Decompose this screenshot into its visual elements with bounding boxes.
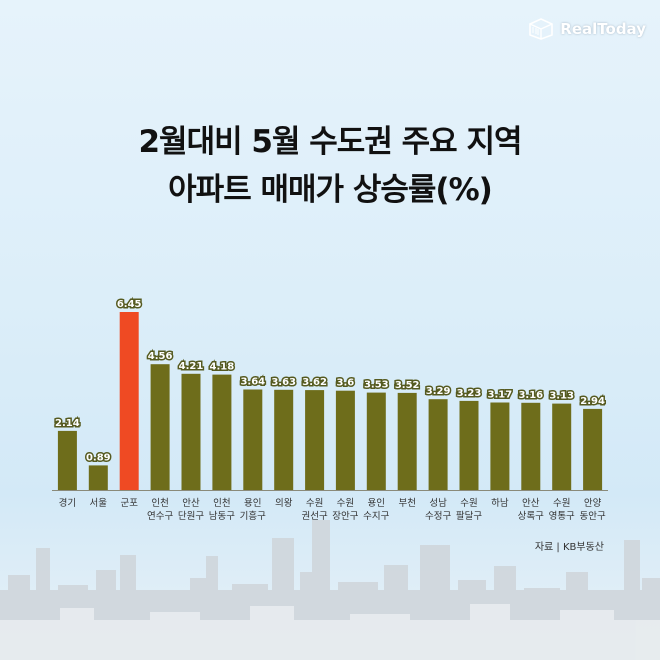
category-tick-label: 경기 <box>59 497 76 509</box>
chart-title: 2월대비 5월 수도권 주요 지역 아파트 매매가 상승률(%) <box>0 118 660 214</box>
title-line-1: 2월대비 5월 수도권 주요 지역 <box>138 124 522 160</box>
bar-value-label: 0.89 <box>86 452 111 463</box>
bar <box>88 465 108 490</box>
bar <box>305 390 325 490</box>
brand-logo: RealToday <box>527 18 646 40</box>
bar-value-label: 3.63 <box>271 377 296 388</box>
building-cube-icon <box>529 18 554 40</box>
category-tick-label: 팔달구 <box>456 510 482 522</box>
title-line-2: 아파트 매매가 상승률(%) <box>168 172 493 208</box>
source-note: 자료 | KB부동산 <box>534 542 604 553</box>
category-tick-label: 기흥구 <box>240 510 266 522</box>
bar <box>397 392 417 490</box>
bar-value-label: 3.62 <box>302 377 327 388</box>
brand-name: RealToday <box>560 20 646 38</box>
category-tick-label: 수원 <box>460 498 477 509</box>
bar-value-label: 3.53 <box>364 380 389 391</box>
bar-value-label: 3.29 <box>426 386 451 397</box>
bar-value-label: 3.52 <box>395 380 420 391</box>
bar <box>428 399 448 490</box>
category-tick-label: 수지구 <box>363 511 389 522</box>
category-tick-label: 수원 <box>553 498 570 509</box>
category-tick-label: 상록구 <box>518 511 544 522</box>
bar <box>366 392 386 490</box>
category-tick-label: 단원구 <box>178 511 204 522</box>
bar-value-label: 4.21 <box>179 361 204 372</box>
category-tick-label: 인천 <box>213 498 230 509</box>
bar-value-label: 3.13 <box>549 391 574 402</box>
category-tick-label: 동안구 <box>579 511 605 522</box>
bar-value-label: 3.23 <box>457 388 482 399</box>
category-tick-label: 장안구 <box>332 511 358 522</box>
bar-value-label: 6.45 <box>117 299 142 310</box>
category-tick-label: 용인 <box>244 498 261 509</box>
bar <box>552 403 572 490</box>
category-tick-label: 안산 <box>522 498 540 509</box>
bar-value-label: 4.56 <box>148 351 173 362</box>
category-tick-label: 서울 <box>90 498 108 509</box>
bar-value-label: 3.16 <box>518 390 543 401</box>
bar-value-label: 2.14 <box>55 418 80 429</box>
category-tick-label: 안산 <box>182 498 200 509</box>
category-tick-label: 연수구 <box>147 511 173 522</box>
bar-value-label: 3.17 <box>488 390 513 401</box>
category-tick-label: 인천 <box>151 498 168 509</box>
bar <box>490 402 510 490</box>
category-tick-label: 용인 <box>368 498 385 509</box>
bar <box>119 312 139 490</box>
bar <box>583 408 603 490</box>
bar <box>150 364 170 490</box>
bar <box>274 389 294 490</box>
bar <box>57 430 77 490</box>
category-tick-label: 수원 <box>306 498 323 509</box>
bar-value-label: 4.18 <box>210 362 235 373</box>
bar <box>459 400 479 490</box>
category-tick-label: 하남 <box>491 497 509 509</box>
bar <box>181 373 201 490</box>
category-tick-label: 성남 <box>429 498 447 509</box>
category-tick-label: 수원 <box>337 498 354 509</box>
category-tick-label: 부천 <box>398 498 415 509</box>
bar <box>521 402 541 490</box>
category-tick-label: 영통구 <box>549 511 575 522</box>
bar <box>335 390 355 490</box>
category-tick-label: 남동구 <box>209 511 235 522</box>
category-tick-label: 군포 <box>120 498 138 509</box>
category-tick-label: 권선구 <box>301 510 327 522</box>
category-tick-label: 수정구 <box>425 511 451 522</box>
category-tick-label: 의왕 <box>275 498 293 509</box>
bar-value-label: 2.94 <box>580 396 605 407</box>
bar-value-label: 3.64 <box>240 377 265 388</box>
bar <box>243 389 263 490</box>
bar <box>212 374 232 490</box>
category-tick-label: 안양 <box>584 498 602 509</box>
bar-value-label: 3.6 <box>337 378 355 389</box>
